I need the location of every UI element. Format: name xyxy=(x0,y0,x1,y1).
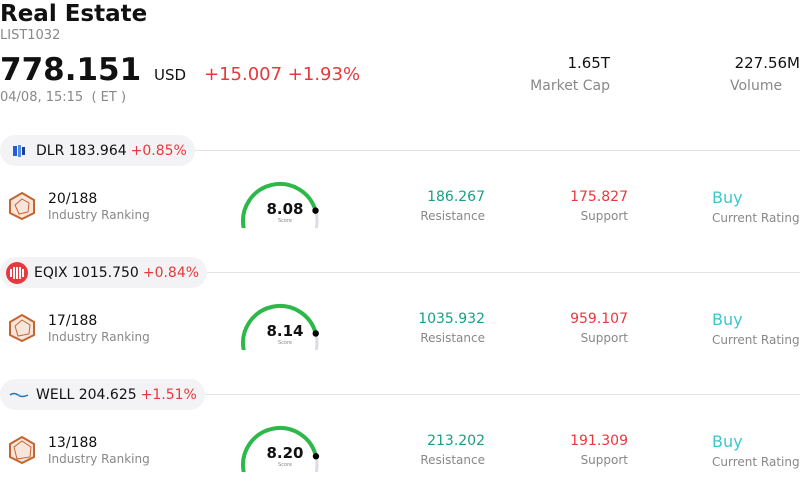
stock-pill-well[interactable]: WELL 204.625 +1.51% xyxy=(0,379,205,410)
support-label: Support xyxy=(580,331,628,345)
timestamp: 04/08, 15:15 ( ET ) xyxy=(0,90,127,105)
rating-label: Current Rating xyxy=(712,455,800,469)
support-label: Support xyxy=(580,209,628,223)
score-gauge xyxy=(241,182,319,228)
dlr-logo-icon xyxy=(8,140,30,162)
divider xyxy=(0,272,800,273)
stock-change-pct: +1.51% xyxy=(140,386,197,403)
score-label: Score xyxy=(277,462,292,468)
industry-rank-label: Industry Ranking xyxy=(48,452,150,466)
stock-change-pct: +0.84% xyxy=(142,264,200,281)
gauge-marker xyxy=(312,453,320,460)
market-cap-label: Market Cap xyxy=(530,78,610,94)
support-value: 191.309 xyxy=(570,433,628,449)
market-cap-value: 1.65T xyxy=(567,54,610,72)
gauge-fill xyxy=(241,426,318,472)
score-label: Score xyxy=(277,218,292,224)
gauge-marker xyxy=(312,330,319,337)
rating-value[interactable]: Buy xyxy=(712,188,743,207)
rating-value[interactable]: Buy xyxy=(712,310,743,329)
well-logo-icon xyxy=(8,384,30,406)
stock-ticker-price: EQIX 1015.750 xyxy=(34,264,139,281)
industry-rank-value: 20/188 xyxy=(48,191,98,207)
score-gauge xyxy=(241,426,320,472)
currency-label: USD xyxy=(154,66,187,84)
divider xyxy=(0,394,800,395)
stock-pill-eqix[interactable]: EQIX 1015.750 +0.84% xyxy=(0,257,208,288)
resistance-value: 186.267 xyxy=(427,189,485,205)
score-value: 8.14 xyxy=(266,322,304,340)
rating-label: Current Rating xyxy=(712,333,800,347)
gauge-marker xyxy=(312,207,319,214)
score-gauge xyxy=(241,304,319,350)
support-value: 959.107 xyxy=(570,311,628,327)
rating-label: Current Rating xyxy=(712,211,800,225)
score-value: 8.20 xyxy=(266,444,304,462)
page-title: Real Estate xyxy=(0,1,148,27)
stock-ticker-price: WELL 204.625 xyxy=(36,386,137,403)
ranking-hexagon-icon xyxy=(9,191,35,221)
rating-value[interactable]: Buy xyxy=(712,432,743,451)
gauge-fill xyxy=(241,304,318,350)
stock-pill-dlr[interactable]: DLR 183.964 +0.85% xyxy=(0,135,195,166)
industry-rank-value: 17/188 xyxy=(48,313,98,329)
resistance-label: Resistance xyxy=(420,209,485,223)
gauge-fill xyxy=(241,182,318,228)
resistance-value: 1035.932 xyxy=(418,311,485,327)
stock-ticker-price: DLR 183.964 xyxy=(36,142,127,159)
divider xyxy=(0,150,800,151)
index-price: 778.151 xyxy=(0,52,142,88)
score-label: Score xyxy=(277,340,292,346)
support-value: 175.827 xyxy=(570,189,628,205)
eqix-logo-icon xyxy=(6,261,28,284)
industry-rank-label: Industry Ranking xyxy=(48,208,150,222)
ranking-hexagon-icon xyxy=(9,435,35,465)
volume-label: Volume xyxy=(730,78,783,94)
stock-change-pct: +0.85% xyxy=(130,142,187,159)
ranking-hexagon-icon xyxy=(9,313,35,343)
volume-value: 227.56M xyxy=(734,54,800,72)
resistance-label: Resistance xyxy=(420,453,485,467)
industry-rank-label: Industry Ranking xyxy=(48,330,150,344)
support-label: Support xyxy=(580,453,628,467)
score-value: 8.08 xyxy=(266,200,304,218)
index-code: LIST1032 xyxy=(0,28,61,43)
industry-rank-value: 13/188 xyxy=(48,435,98,451)
resistance-label: Resistance xyxy=(420,331,485,345)
price-change: +15.007 +1.93% xyxy=(204,64,361,85)
resistance-value: 213.202 xyxy=(427,433,485,449)
